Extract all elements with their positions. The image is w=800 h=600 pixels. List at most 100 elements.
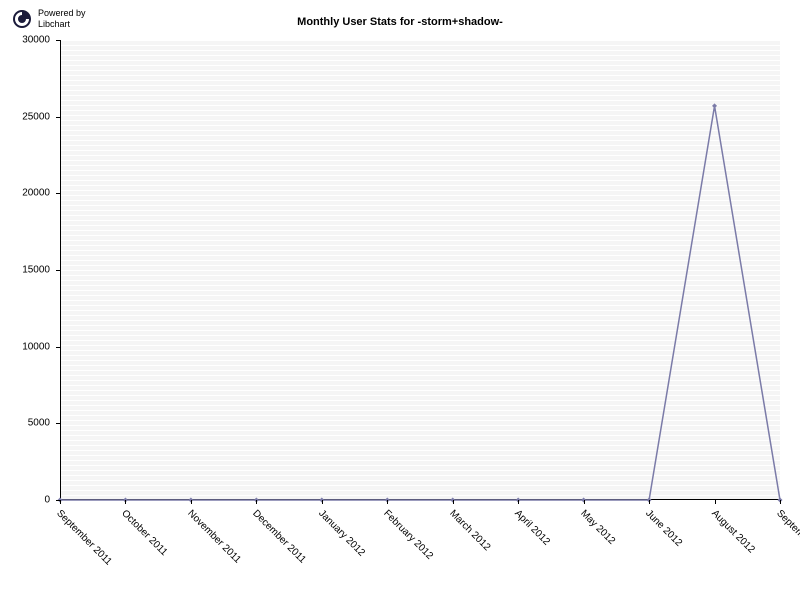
gridline [61, 95, 780, 96]
gridline [61, 300, 780, 301]
gridline [61, 105, 780, 106]
gridline [61, 100, 780, 101]
gridline [61, 325, 780, 326]
gridline [61, 355, 780, 356]
gridline [61, 40, 780, 41]
gridline [61, 320, 780, 321]
gridline [61, 205, 780, 206]
gridline [61, 445, 780, 446]
x-tick-mark [322, 500, 323, 504]
gridline [61, 90, 780, 91]
gridline [61, 185, 780, 186]
gridline [61, 165, 780, 166]
x-tick-mark [125, 500, 126, 504]
gridline [61, 340, 780, 341]
x-tick-label: December 2011 [251, 508, 309, 566]
gridline [61, 305, 780, 306]
gridline [61, 215, 780, 216]
gridline [61, 470, 780, 471]
gridline [61, 490, 780, 491]
gridline [61, 220, 780, 221]
x-tick-mark [715, 500, 716, 504]
gridline [61, 385, 780, 386]
x-tick-mark [191, 500, 192, 504]
y-tick-mark [56, 270, 60, 271]
x-tick-label: May 2012 [578, 508, 617, 547]
y-tick-label: 25000 [0, 111, 50, 122]
x-tick-mark [584, 500, 585, 504]
gridline [61, 240, 780, 241]
gridline [61, 390, 780, 391]
x-tick-mark [387, 500, 388, 504]
gridline [61, 275, 780, 276]
x-tick-mark [518, 500, 519, 504]
gridline [61, 150, 780, 151]
x-tick-label: June 2012 [643, 508, 684, 549]
gridline [61, 120, 780, 121]
gridline [61, 350, 780, 351]
y-tick-label: 0 [0, 495, 50, 506]
gridline [61, 375, 780, 376]
gridline [61, 465, 780, 466]
gridline [61, 50, 780, 51]
gridline [61, 70, 780, 71]
gridline [61, 140, 780, 141]
x-tick-label: September 2012 [774, 508, 800, 568]
gridline [61, 455, 780, 456]
gridline [61, 295, 780, 296]
gridline [61, 500, 780, 501]
y-tick-mark [56, 423, 60, 424]
gridline [61, 475, 780, 476]
gridline [61, 440, 780, 441]
x-tick-label: October 2011 [120, 508, 170, 558]
gridline [61, 290, 780, 291]
y-tick-label: 10000 [0, 341, 50, 352]
x-tick-label: March 2012 [447, 508, 492, 553]
gridline [61, 250, 780, 251]
gridline [61, 270, 780, 271]
gridline [61, 245, 780, 246]
gridline [61, 170, 780, 171]
gridline [61, 395, 780, 396]
y-tick-mark [56, 117, 60, 118]
x-tick-label: January 2012 [316, 508, 367, 559]
gridline [61, 85, 780, 86]
y-tick-mark [56, 193, 60, 194]
x-tick-mark [453, 500, 454, 504]
y-tick-label: 20000 [0, 188, 50, 199]
gridline [61, 75, 780, 76]
gridline [61, 415, 780, 416]
gridline [61, 380, 780, 381]
x-tick-label: April 2012 [512, 508, 552, 548]
gridline [61, 405, 780, 406]
gridline [61, 60, 780, 61]
gridline [61, 345, 780, 346]
gridline [61, 485, 780, 486]
gridline [61, 310, 780, 311]
gridline [61, 180, 780, 181]
gridline [61, 235, 780, 236]
gridline [61, 370, 780, 371]
x-tick-label: February 2012 [381, 508, 435, 562]
x-tick-label: November 2011 [185, 508, 243, 566]
gridline [61, 330, 780, 331]
gridline [61, 495, 780, 496]
gridline [61, 130, 780, 131]
gridline [61, 335, 780, 336]
gridline [61, 265, 780, 266]
gridline [61, 315, 780, 316]
y-tick-mark [56, 40, 60, 41]
chart-title: Monthly User Stats for -storm+shadow- [0, 16, 800, 28]
gridline [61, 480, 780, 481]
x-tick-mark [60, 500, 61, 504]
gridline [61, 425, 780, 426]
gridline [61, 285, 780, 286]
gridline [61, 45, 780, 46]
x-tick-mark [649, 500, 650, 504]
gridline [61, 145, 780, 146]
gridline [61, 210, 780, 211]
gridline [61, 420, 780, 421]
gridline [61, 435, 780, 436]
gridline [61, 160, 780, 161]
y-tick-mark [56, 347, 60, 348]
